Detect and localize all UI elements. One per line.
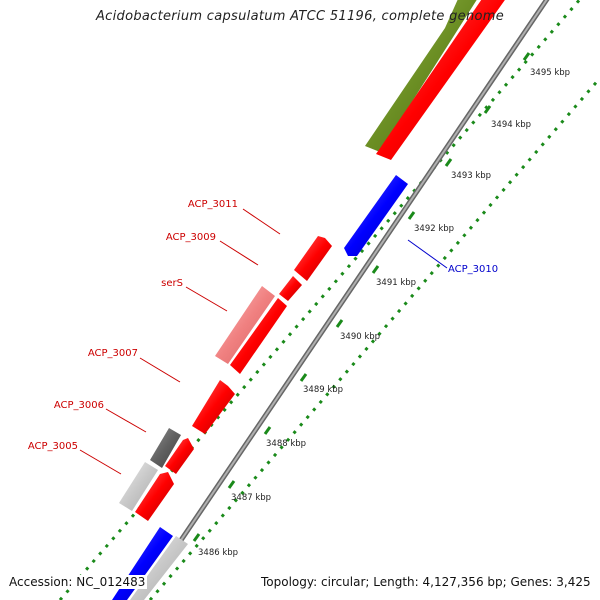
label-leaders: [79, 208, 448, 475]
gene-label-acp-3009: ACP_3009: [166, 232, 216, 243]
scale-label: 3488 kbp: [266, 439, 306, 449]
gene-label-acp-3007: ACP_3007: [88, 348, 138, 359]
scale-label: 3492 kbp: [414, 224, 454, 234]
gene-label-sers: serS: [161, 278, 183, 289]
scale-label: 3495 kbp: [530, 68, 570, 78]
genome-stats-text: Topology: circular; Length: 4,127,356 bp…: [259, 575, 593, 589]
cds-acp-3006: [150, 428, 181, 468]
scale-label: 3491 kbp: [376, 278, 416, 288]
gene-label-acp-3010: ACP_3010: [448, 264, 498, 275]
cds-red-3006: [165, 438, 194, 474]
cds-long: [230, 298, 287, 374]
scale-label: 3490 kbp: [340, 332, 380, 342]
scale-label: 3494 kbp: [491, 120, 531, 130]
scale-label: 3489 kbp: [303, 385, 343, 395]
cds-red-3005: [135, 472, 174, 521]
cds-forward: [376, 0, 505, 160]
scale-label: 3493 kbp: [451, 171, 491, 181]
olive-feature: [365, 0, 477, 152]
cds-fragment: [279, 276, 302, 301]
gene-label-acp-3005: ACP_3005: [28, 441, 78, 452]
cds-acp-3005: [119, 462, 158, 511]
cds-acp-3009: [294, 236, 332, 281]
gene-label-acp-3011: ACP_3011: [188, 199, 238, 210]
scale-ticks: [192, 52, 531, 542]
genome-backbone-highlight: [139, 0, 548, 600]
accession-text: Accession: NC_012483: [7, 575, 148, 589]
rna-sers: [215, 286, 275, 364]
genome-title: Acidobacterium capsulatum ATCC 51196, co…: [95, 9, 505, 24]
scale-labels: 3486 kbp 3487 kbp 3488 kbp 3489 kbp 3490…: [198, 68, 570, 558]
dotted-ring-outer: [58, 0, 582, 600]
cds-reverse-acp-3010: [344, 175, 408, 256]
gene-label-acp-3006: ACP_3006: [54, 400, 104, 411]
scale-label: 3487 kbp: [231, 493, 271, 503]
cds-acp-3007: [192, 380, 235, 434]
scale-label: 3486 kbp: [198, 548, 238, 558]
